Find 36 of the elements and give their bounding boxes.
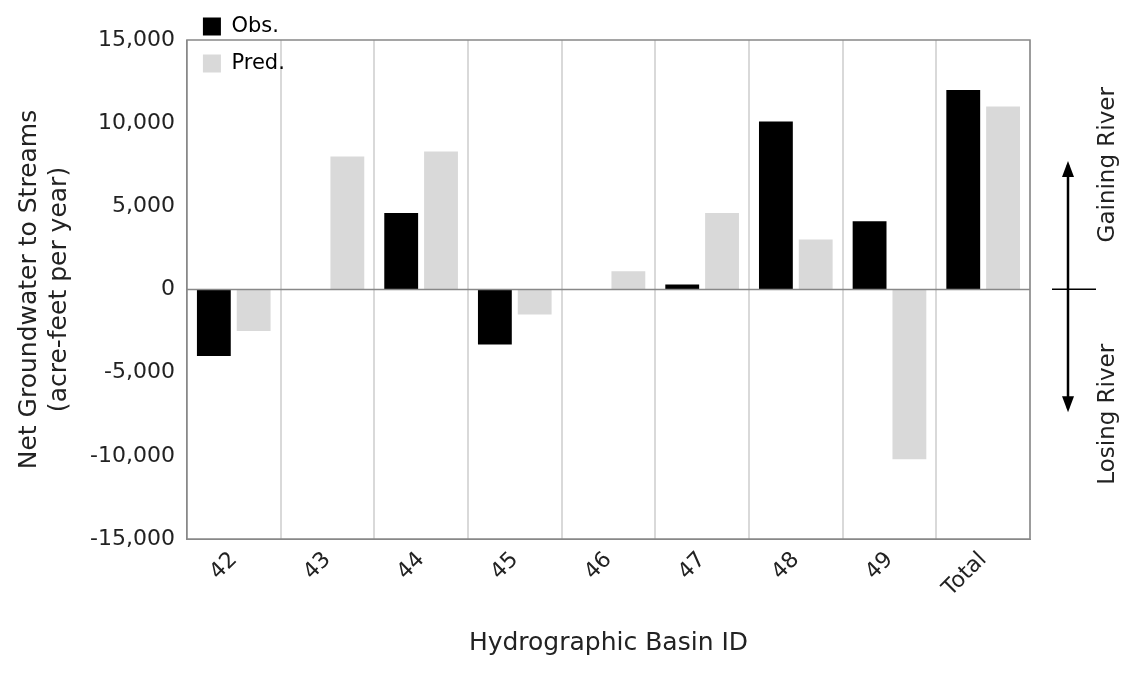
bar: [517, 289, 552, 315]
x-tick-label: 45: [484, 546, 523, 584]
y-tick-label: 5,000: [111, 192, 175, 218]
bar: [477, 289, 512, 345]
bar: [892, 289, 927, 460]
y-tick-label: -10,000: [90, 441, 175, 467]
bar: [236, 289, 271, 332]
bar: [330, 156, 365, 290]
y-tick-label: 15,000: [97, 25, 175, 51]
x-tick-label: 44: [391, 546, 429, 584]
y-tick-label: 10,000: [97, 108, 175, 134]
x-tick-label: 42: [203, 546, 242, 584]
bar: [852, 221, 887, 290]
text: Gaining River: [1092, 86, 1119, 243]
y-tick-label: -5,000: [104, 358, 175, 384]
x-tick-label: 49: [859, 546, 898, 584]
y-axis-title: Net Groundwater to Streams (acre-feet per year): [12, 109, 72, 470]
x-tick-label: 43: [297, 546, 336, 584]
x-tick-label: 47: [672, 546, 710, 584]
y-tick-label: -15,000: [90, 524, 175, 550]
bar: [384, 212, 419, 290]
bar: [611, 271, 646, 290]
x-axis-title: Hydrographic Basin ID: [468, 626, 749, 656]
x-tick-label: 46: [578, 546, 617, 584]
x-tick-label: 48: [765, 546, 804, 584]
bar: [196, 289, 231, 357]
legend-label: Obs.: [231, 12, 279, 37]
bar: [705, 212, 739, 290]
y-tick-label: 0: [160, 275, 175, 301]
legend-label: Pred.: [231, 49, 285, 74]
bar: [424, 151, 458, 290]
bar: [986, 106, 1020, 290]
bar: [946, 89, 981, 290]
text: Losing River: [1092, 343, 1119, 485]
bar: [798, 239, 833, 290]
bar: [758, 121, 793, 290]
